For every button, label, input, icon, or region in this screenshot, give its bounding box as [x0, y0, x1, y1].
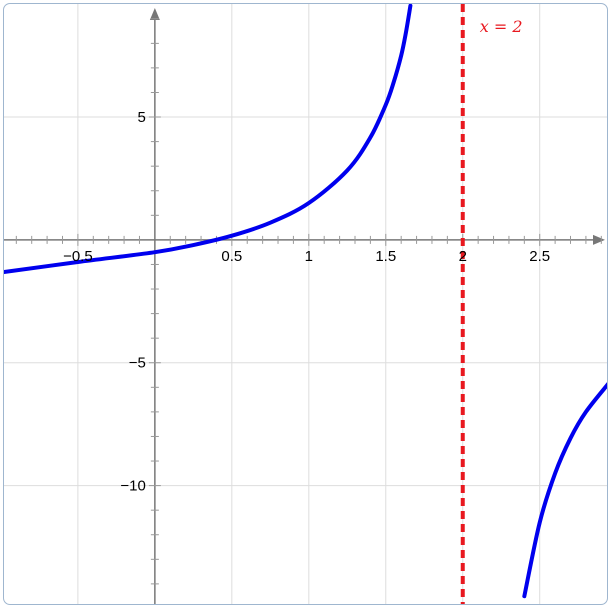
x-axis-arrow [593, 234, 605, 245]
asymptote-label: x = 2 [480, 17, 523, 36]
x-tick-label: 2.5 [529, 248, 550, 265]
chart-frame: x = 2 −0.5 0.5 1 1.5 2 2.5 5 −5 −10 [3, 3, 608, 605]
tick-labels: −0.5 0.5 1 1.5 2 2.5 5 −5 −10 [63, 109, 550, 495]
curve-branch [4, 4, 413, 275]
curves [4, 4, 607, 599]
axes [4, 8, 605, 604]
grid [4, 4, 607, 604]
asymptotes: x = 2 [460, 4, 523, 604]
x-tick-label: 1 [305, 248, 313, 265]
x-tick-label: 2 [459, 248, 467, 265]
function-graph: x = 2 −0.5 0.5 1 1.5 2 2.5 5 −5 −10 [4, 4, 607, 604]
x-tick-label: 0.5 [221, 248, 242, 265]
curve-branch [522, 382, 607, 599]
x-tick-label: −0.5 [63, 248, 93, 265]
y-axis-arrow [149, 8, 160, 20]
y-tick-label: 5 [138, 109, 146, 126]
x-tick-label: 1.5 [375, 248, 396, 265]
y-tick-label: −5 [129, 355, 146, 372]
y-tick-label: −10 [120, 478, 145, 495]
